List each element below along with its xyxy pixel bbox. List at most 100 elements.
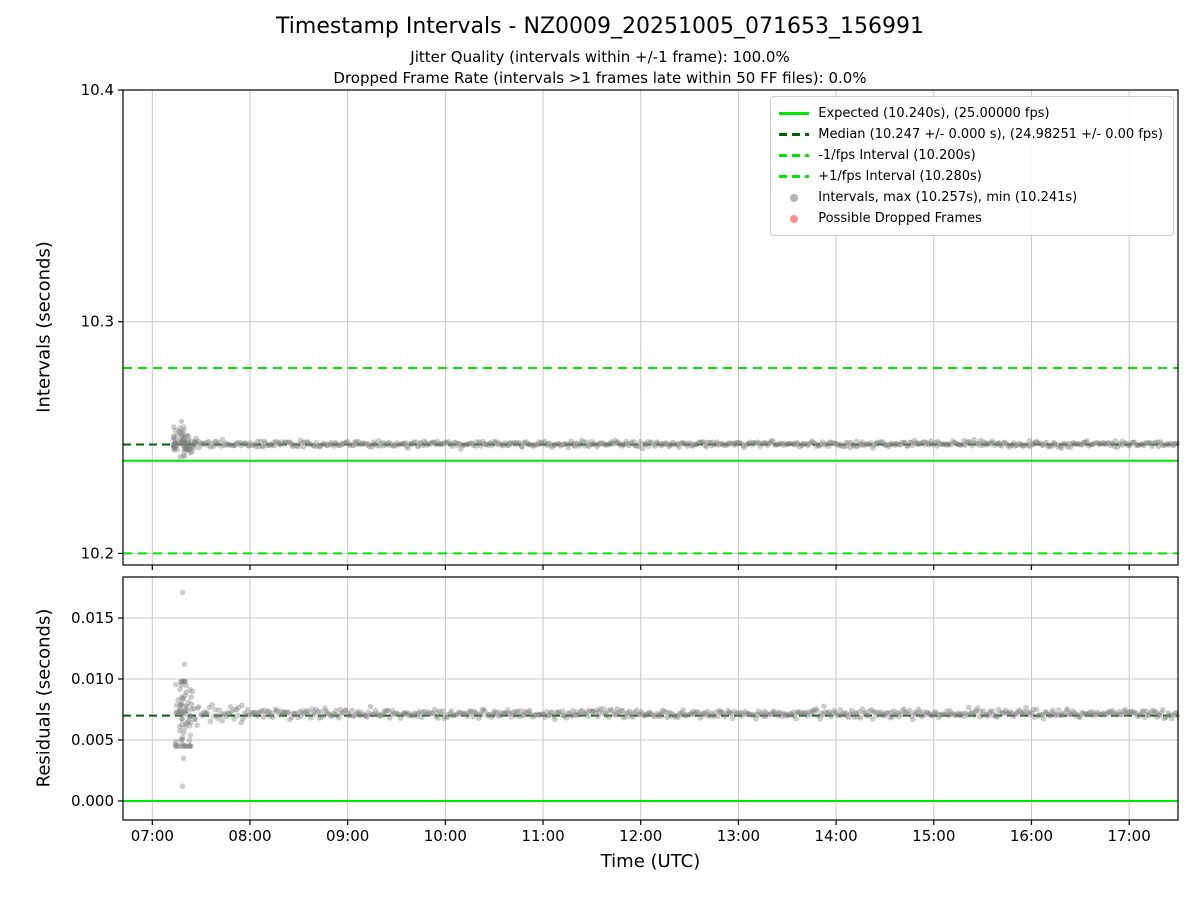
scatter-point	[944, 442, 950, 448]
scatter-point	[934, 711, 940, 717]
scatter-point	[251, 709, 257, 716]
axes-frame	[122, 89, 1179, 566]
scatter-point	[588, 708, 594, 715]
scatter-point	[359, 440, 366, 446]
scatter-point	[1102, 441, 1109, 447]
scatter-point	[184, 703, 190, 710]
scatter-point	[221, 442, 227, 448]
scatter-point	[1063, 707, 1070, 713]
scatter-point	[297, 437, 304, 444]
scatter-point	[1076, 713, 1082, 720]
scatter-point	[1033, 438, 1040, 445]
scatter-point	[266, 708, 273, 714]
scatter-point	[826, 443, 832, 449]
scatter-point	[448, 442, 454, 448]
scatter-point	[340, 709, 346, 716]
scatter-point	[941, 441, 947, 448]
scatter-point	[1109, 711, 1116, 718]
scatter-point	[602, 710, 609, 717]
scatter-point	[553, 441, 559, 447]
scatter-point	[451, 439, 458, 446]
scatter-point	[1155, 439, 1161, 445]
scatter-point	[178, 736, 184, 743]
scatter-point	[971, 436, 978, 443]
scatter-point	[795, 709, 801, 715]
scatter-point	[974, 705, 981, 711]
scatter-point	[984, 713, 991, 720]
scatter-point	[822, 709, 829, 715]
scatter-point	[280, 441, 287, 447]
scatter-point	[334, 712, 341, 719]
scatter-point	[226, 710, 233, 716]
scatter-point	[336, 715, 342, 721]
scatter-point	[234, 706, 240, 713]
scatter-point	[233, 440, 240, 446]
scatter-point	[1161, 442, 1168, 449]
scatter-point	[605, 708, 611, 714]
scatter-point	[652, 443, 658, 449]
scatter-point	[283, 439, 289, 445]
x-tick-label: 07:00	[131, 827, 174, 845]
scatter-point	[177, 454, 183, 460]
scatter-point	[347, 712, 353, 718]
scatter-point	[895, 441, 901, 448]
scatter-point	[616, 710, 623, 716]
scatter-point	[460, 711, 467, 717]
scatter-point	[423, 711, 429, 718]
scatter-point	[727, 440, 734, 447]
scatter-point	[419, 709, 426, 716]
scatter-point	[485, 442, 492, 449]
scatter-point	[920, 709, 927, 715]
legend-label: Possible Dropped Frames	[818, 211, 982, 226]
scatter-point	[915, 441, 921, 448]
scatter-point	[784, 441, 790, 448]
scatter-point	[911, 437, 918, 444]
scatter-point	[746, 440, 752, 447]
scatter-point	[1109, 441, 1116, 447]
scatter-point	[1129, 708, 1135, 715]
scatter-point	[614, 439, 621, 445]
scatter-point	[363, 713, 370, 719]
scatter-point	[595, 713, 601, 720]
scatter-point	[375, 437, 382, 444]
scatter-point	[173, 710, 179, 717]
scatter-point	[285, 709, 292, 716]
scatter-point	[942, 711, 949, 718]
scatter-point	[350, 713, 357, 720]
scatter-point	[944, 708, 950, 714]
scatter-point	[894, 710, 900, 716]
scatter-point	[345, 709, 351, 716]
scatter-point	[365, 709, 372, 716]
scatter-point	[456, 441, 463, 447]
scatter-point	[779, 713, 785, 720]
scatter-point	[732, 442, 738, 448]
scatter-point	[401, 710, 408, 717]
scatter-point	[181, 661, 188, 668]
scatter-point	[1163, 441, 1170, 448]
scatter-point	[378, 440, 385, 447]
scatter-point	[957, 712, 964, 718]
scatter-point	[713, 441, 719, 448]
scatter-point	[1047, 713, 1054, 719]
scatter-point	[809, 708, 815, 715]
scatter-point	[561, 713, 568, 719]
scatter-point	[1036, 440, 1042, 447]
scatter-point	[1090, 709, 1096, 715]
scatter-point	[430, 710, 436, 716]
scatter-point	[177, 686, 183, 692]
scatter-point	[645, 443, 652, 450]
scatter-point	[815, 713, 821, 719]
scatter-point	[408, 441, 415, 448]
scatter-point	[227, 704, 234, 710]
scatter-point	[682, 711, 688, 718]
scatter-point	[737, 440, 743, 447]
scatter-point	[366, 443, 373, 450]
scatter-point	[201, 440, 208, 447]
scatter-point	[342, 439, 349, 446]
scatter-point	[667, 442, 673, 448]
scatter-point	[394, 710, 401, 717]
scatter-point	[172, 440, 179, 447]
scatter-point	[322, 441, 329, 447]
scatter-point	[415, 710, 421, 717]
scatter-point	[438, 441, 445, 448]
